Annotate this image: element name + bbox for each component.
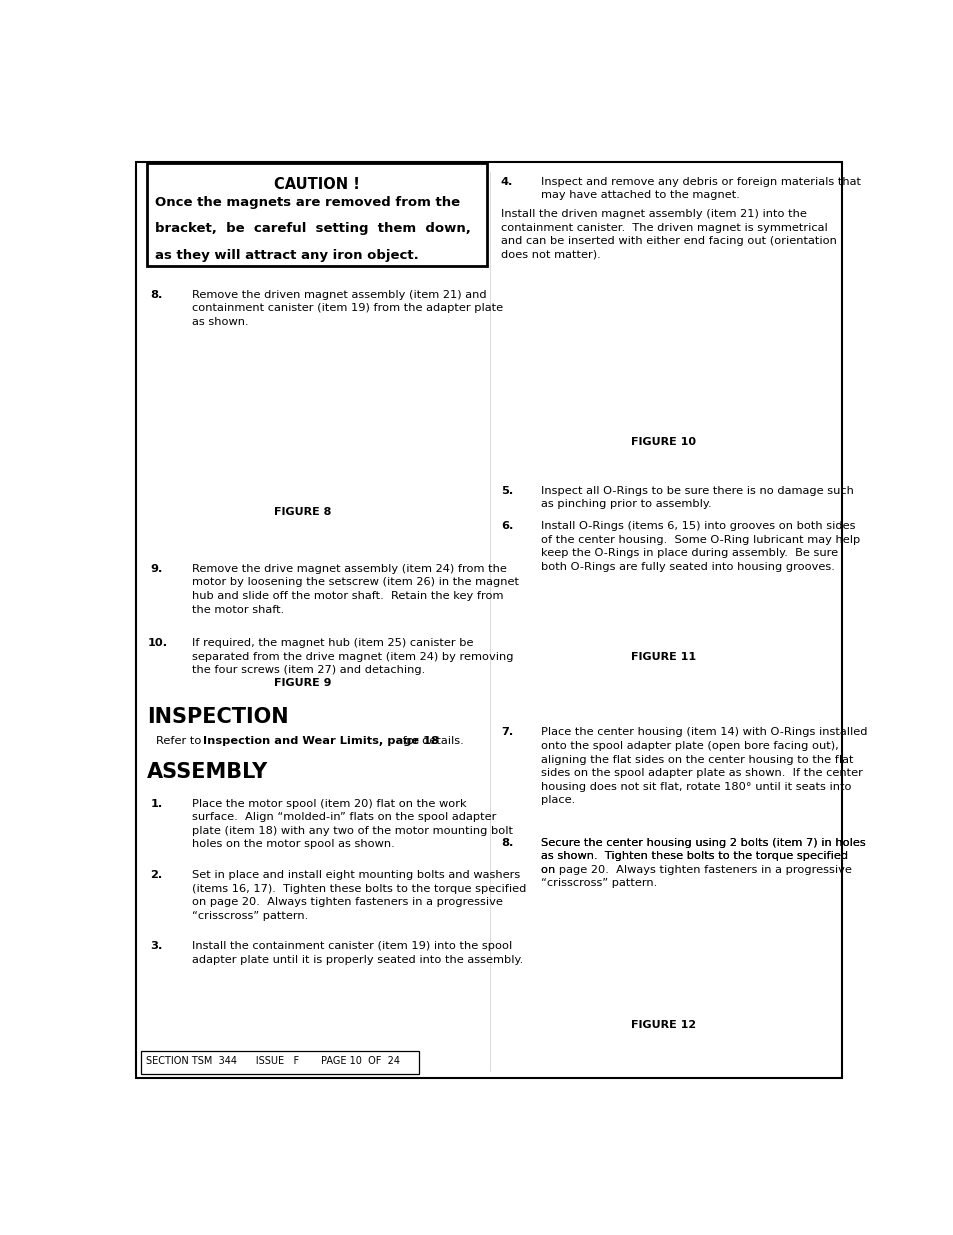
Bar	[147, 163, 487, 266]
Text: 5.: 5.	[500, 485, 513, 495]
Text: Once the magnets are removed from the: Once the magnets are removed from the	[154, 196, 459, 209]
Text: Inspect all O-Rings to be sure there is no damage such
as pinching prior to asse: Inspect all O-Rings to be sure there is …	[540, 485, 853, 509]
Text: bracket,  be  careful  setting  them  down,: bracket, be careful setting them down,	[154, 222, 470, 236]
Text: FIGURE 8: FIGURE 8	[274, 506, 331, 516]
Text: CAUTION !: CAUTION !	[274, 177, 360, 191]
Text: Install the containment canister (item 19) into the spool
adapter plate until it: Install the containment canister (item 1…	[192, 941, 522, 965]
Text: Place the motor spool (item 20) flat on the work
surface.  Align “molded-in” fla: Place the motor spool (item 20) flat on …	[192, 799, 512, 850]
Text: Inspection and Wear Limits, page 18: Inspection and Wear Limits, page 18	[203, 736, 438, 746]
Text: FIGURE 12: FIGURE 12	[630, 1020, 696, 1030]
Text: FIGURE 10: FIGURE 10	[630, 437, 695, 447]
Text: 7.: 7.	[500, 727, 513, 737]
Text: for details.: for details.	[398, 736, 463, 746]
Text: Install the driven magnet assembly (item 21) into the
containment canister.  The: Install the driven magnet assembly (item…	[500, 209, 836, 259]
Text: INSPECTION: INSPECTION	[147, 708, 289, 727]
Text: Secure the center housing using 2 bolts (item 7) in holes
as shown.  Tighten the: Secure the center housing using 2 bolts …	[540, 837, 864, 888]
Text: 3.: 3.	[151, 941, 163, 951]
Text: Install O-Rings (items 6, 15) into grooves on both sides
of the center housing. : Install O-Rings (items 6, 15) into groov…	[540, 521, 859, 572]
Text: Remove the drive magnet assembly (item 24) from the
motor by loosening the setsc: Remove the drive magnet assembly (item 2…	[192, 563, 518, 615]
Text: Refer to: Refer to	[156, 736, 205, 746]
Text: as they will attract any iron object.: as they will attract any iron object.	[154, 249, 418, 262]
Text: 2.: 2.	[151, 869, 162, 881]
Text: FIGURE 11: FIGURE 11	[630, 652, 696, 662]
Text: Set in place and install eight mounting bolts and washers
(items 16, 17).  Tight: Set in place and install eight mounting …	[192, 869, 525, 921]
Text: 8.: 8.	[151, 290, 163, 300]
Text: 10.: 10.	[147, 638, 168, 648]
Text: Inspect and remove any debris or foreign materials that
may have attached to the: Inspect and remove any debris or foreign…	[540, 177, 860, 200]
Text: 8.: 8.	[500, 837, 513, 847]
Text: 6.: 6.	[500, 521, 513, 531]
Text: Place the center housing (item 14) with O-Rings installed
onto the spool adapter: Place the center housing (item 14) with …	[540, 727, 866, 805]
Text: If required, the magnet hub (item 25) canister be
separated from the drive magne: If required, the magnet hub (item 25) ca…	[192, 638, 513, 676]
Text: 9.: 9.	[151, 563, 163, 574]
Text: 4.: 4.	[500, 177, 513, 186]
Text: SECTION TSM  344      ISSUE   F       PAGE 10  OF  24: SECTION TSM 344 ISSUE F PAGE 10 OF 24	[146, 1056, 399, 1066]
Text: Secure the center housing using 2 bolts (item 7) in holes
as shown.  Tighten the: Secure the center housing using 2 bolts …	[540, 837, 864, 874]
Text: FIGURE 9: FIGURE 9	[274, 678, 331, 688]
Text: 1.: 1.	[151, 799, 162, 809]
Text: ASSEMBLY: ASSEMBLY	[147, 762, 269, 782]
Bar	[141, 1051, 418, 1074]
Text: Remove the driven magnet assembly (item 21) and
containment canister (item 19) f: Remove the driven magnet assembly (item …	[192, 290, 502, 327]
